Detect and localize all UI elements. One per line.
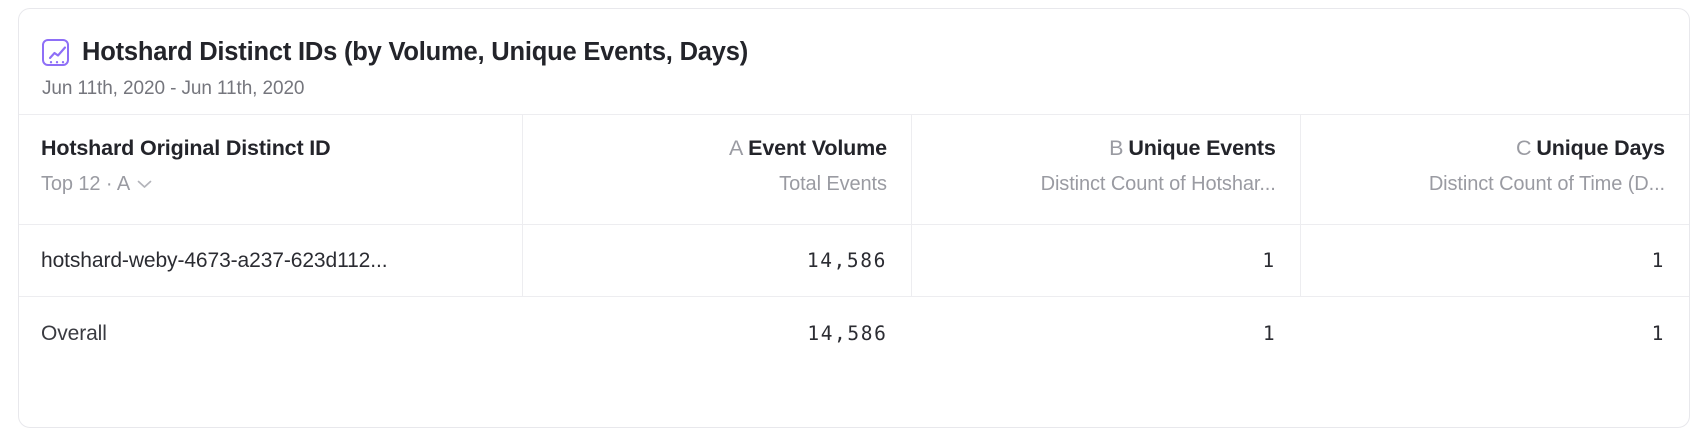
- dimension-value: hotshard-weby-4673-a237-623d112...: [41, 249, 388, 272]
- cell-overall-unique-days: 1: [1300, 296, 1689, 371]
- column-header-unique-events[interactable]: B Unique Events Distinct Count of Hotshar…: [910, 114, 1301, 225]
- column-letter-a: A: [728, 136, 744, 160]
- cell-overall-event-volume: 14,586: [522, 296, 912, 371]
- cell-unique-events: 1: [910, 224, 1301, 297]
- overall-event-volume-value: 14,586: [807, 322, 888, 345]
- column-header-sublabel: Distinct Count of Hotshar...: [1040, 173, 1276, 195]
- unique-days-value: 1: [1651, 249, 1665, 272]
- column-header-title: Unique Days: [1536, 136, 1665, 160]
- overall-row: Overall 14,586 1 1: [19, 296, 1689, 371]
- column-letter-b: B: [1109, 136, 1124, 160]
- table-row[interactable]: hotshard-weby-4673-a237-623d112... 14,58…: [19, 224, 1689, 297]
- card-header: Hotshard Distinct IDs (by Volume, Unique…: [19, 9, 1689, 114]
- column-header-sublabel: Top 12 · A: [41, 173, 131, 195]
- overall-unique-days-value: 1: [1651, 322, 1665, 345]
- column-header-label: A Event Volume: [545, 136, 887, 161]
- column-header-sublabel: Total Events: [779, 173, 887, 195]
- table-header-row: Hotshard Original Distinct ID Top 12 · A…: [19, 114, 1689, 225]
- card-title: Hotshard Distinct IDs (by Volume, Unique…: [82, 37, 749, 66]
- cell-event-volume: 14,586: [522, 224, 912, 297]
- column-header-label: B Unique Events: [934, 136, 1276, 161]
- column-header-dimension[interactable]: Hotshard Original Distinct ID Top 12 · A: [19, 114, 523, 225]
- cell-dimension[interactable]: hotshard-weby-4673-a237-623d112...: [19, 224, 523, 297]
- column-header-label: Hotshard Original Distinct ID: [41, 136, 331, 160]
- overall-label: Overall: [41, 322, 107, 345]
- line-chart-icon: [42, 38, 69, 66]
- unique-events-value: 1: [1262, 249, 1276, 272]
- title-row: Hotshard Distinct IDs (by Volume, Unique…: [42, 35, 1689, 69]
- column-header-title: Unique Events: [1128, 136, 1276, 160]
- results-table: Hotshard Original Distinct ID Top 12 · A…: [19, 114, 1689, 371]
- chevron-down-icon[interactable]: [137, 180, 152, 189]
- insight-card: Hotshard Distinct IDs (by Volume, Unique…: [18, 8, 1690, 428]
- overall-unique-events-value: 1: [1262, 322, 1277, 345]
- event-volume-value: 14,586: [806, 249, 887, 272]
- card-date-range: Jun 11th, 2020 - Jun 11th, 2020: [42, 78, 305, 99]
- column-header-sublabel: Distinct Count of Time (D...: [1428, 173, 1665, 195]
- column-header-event-volume[interactable]: A Event Volume Total Events: [522, 114, 912, 225]
- column-header-label: C Unique Days: [1323, 136, 1665, 161]
- cell-overall-unique-events: 1: [911, 296, 1301, 371]
- column-header-sublabel-group[interactable]: Top 12 · A: [41, 173, 498, 196]
- column-header-unique-days[interactable]: C Unique Days Distinct Count of Time (D..…: [1299, 114, 1689, 225]
- cell-unique-days: 1: [1299, 224, 1689, 297]
- column-header-title: Event Volume: [748, 136, 887, 160]
- column-letter-c: C: [1516, 136, 1532, 160]
- cell-overall-label: Overall: [19, 296, 523, 371]
